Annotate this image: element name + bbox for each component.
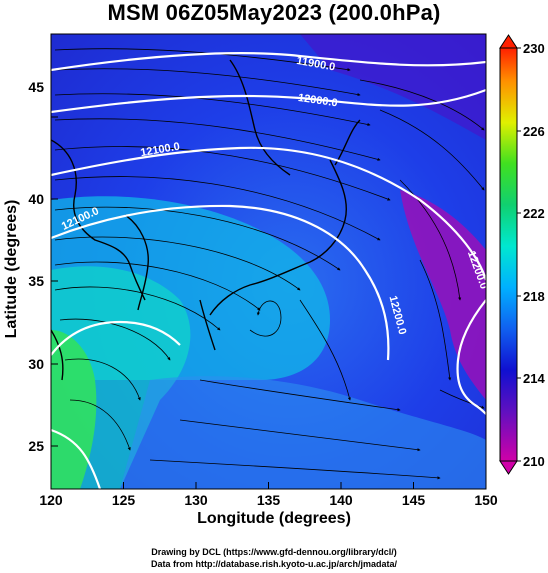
- colorbar-tick-label: 210: [523, 454, 545, 469]
- x-tick-label: 145: [402, 492, 426, 508]
- x-tick-label: 120: [39, 492, 63, 508]
- y-tick-label: 40: [28, 191, 44, 207]
- y-tick-label: 25: [28, 438, 44, 454]
- colorbar-tick-label: 214: [523, 371, 545, 386]
- wind-streamlines: [54, 48, 485, 480]
- colorbar: 230 226 222 218 214 210: [499, 34, 545, 475]
- x-axis-title: Longitude (degrees): [197, 510, 351, 527]
- x-tick-label: 140: [329, 492, 353, 508]
- x-axis-tick-labels: 120 125 130 135 140 145 150: [39, 492, 498, 508]
- colorbar-tick-label: 218: [523, 289, 545, 304]
- credit-drawing: Drawing by DCL (https://www.gfd-dennou.o…: [151, 547, 397, 557]
- x-axis-ticks: [50, 482, 487, 489]
- x-tick-label: 125: [112, 492, 136, 508]
- contour-label: 12000.0: [297, 92, 338, 109]
- y-tick-label: 30: [28, 356, 44, 372]
- y-axis-title: Latitude (degrees): [3, 199, 20, 339]
- y-tick-label: 35: [28, 273, 44, 289]
- map-title: MSM 06Z05May2023 (200.0hPa): [107, 0, 441, 25]
- colorbar-max-arrow: [499, 34, 518, 49]
- credit-data: Data from http://database.rish.kyoto-u.a…: [150, 559, 398, 569]
- colorbar-tick-label: 230: [523, 41, 545, 56]
- colorbar-tick-label: 226: [523, 124, 545, 139]
- colorbar-min-arrow: [499, 460, 518, 475]
- south-region-blue: [120, 376, 486, 489]
- y-axis-tick-labels: 25 30 35 40 45: [28, 79, 44, 454]
- x-tick-label: 130: [184, 492, 208, 508]
- x-tick-label: 135: [257, 492, 281, 508]
- height-contours: [51, 52, 486, 489]
- x-tick-label: 150: [474, 492, 498, 508]
- colorbar-tick-label: 222: [523, 206, 545, 221]
- y-tick-label: 45: [28, 79, 44, 95]
- y-axis-ticks: [51, 116, 58, 447]
